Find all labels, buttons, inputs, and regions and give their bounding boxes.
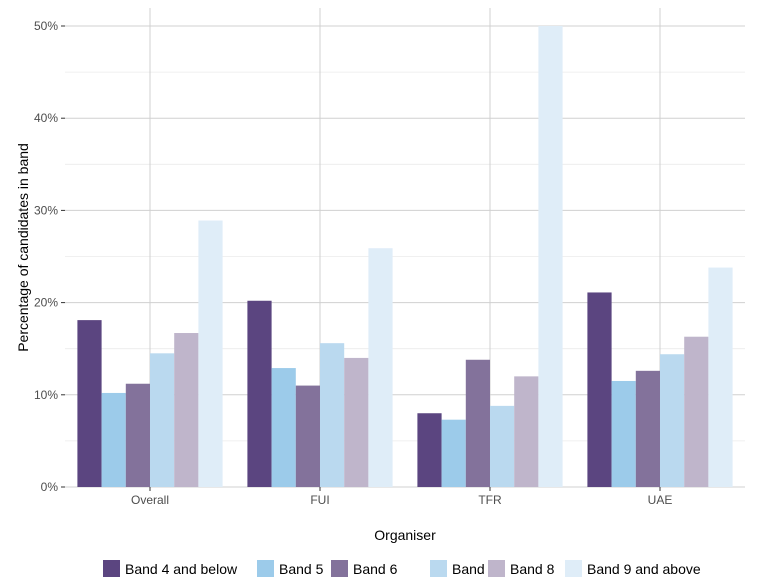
legend-label: Band 7	[452, 561, 497, 577]
legend-swatch	[430, 560, 447, 577]
y-axis-title: Percentage of candidates in band	[15, 143, 31, 352]
x-tick-label: TFR	[478, 493, 502, 507]
x-tick-label: UAE	[648, 493, 673, 507]
bar	[150, 353, 175, 487]
x-tick-label: Overall	[131, 493, 169, 507]
bar	[660, 354, 685, 487]
legend-label: Band 6	[353, 561, 398, 577]
legend-swatch	[257, 560, 274, 577]
legend-label: Band 4 and below	[125, 561, 238, 577]
legend-item: Band 9 and above	[565, 560, 701, 577]
bar	[77, 320, 102, 487]
bar	[295, 385, 320, 487]
bar	[587, 292, 612, 487]
legend-label: Band 8	[510, 561, 555, 577]
y-tick-label: 0%	[41, 480, 59, 494]
legend: Band 4 and below Band 5 Band 6 Band 7 Band 8…	[103, 560, 701, 577]
bar	[174, 333, 199, 487]
legend-label: Band 5	[279, 561, 324, 577]
bar	[125, 383, 150, 487]
bar	[465, 359, 490, 487]
bars-layer	[77, 26, 733, 488]
bar	[490, 405, 515, 487]
y-tick-label: 30%	[34, 203, 58, 217]
bar	[198, 220, 223, 488]
x-axis-title: Organiser	[374, 527, 436, 543]
bar	[684, 336, 709, 487]
bar	[538, 26, 563, 487]
bar	[247, 300, 272, 487]
legend-swatch	[488, 560, 505, 577]
axes-layer: 0% 10% 20% 30% 40% 50% Overall FUI TFR UAE	[34, 19, 672, 507]
bar	[635, 370, 660, 487]
legend-item: Band 4 and below	[103, 560, 238, 577]
y-tick-label: 50%	[34, 19, 58, 33]
bar	[708, 267, 733, 487]
y-tick-label: 10%	[34, 388, 58, 402]
y-tick-label: 40%	[34, 111, 58, 125]
bar	[441, 419, 466, 487]
bar	[271, 368, 296, 487]
legend-label: Band 9 and above	[587, 561, 701, 577]
legend-swatch	[565, 560, 582, 577]
bar	[320, 343, 345, 487]
legend-swatch	[103, 560, 120, 577]
legend-item: Band 5	[257, 560, 324, 577]
bar	[344, 357, 369, 487]
x-tick-label: FUI	[310, 493, 329, 507]
bar	[514, 376, 539, 487]
legend-item: Band 7	[430, 560, 497, 577]
bar	[611, 380, 636, 487]
y-tick-label: 20%	[34, 296, 58, 310]
bar	[368, 248, 393, 487]
legend-item: Band 8	[488, 560, 555, 577]
legend-item: Band 6	[331, 560, 398, 577]
bar	[101, 392, 126, 487]
bar	[417, 413, 442, 487]
legend-swatch	[331, 560, 348, 577]
